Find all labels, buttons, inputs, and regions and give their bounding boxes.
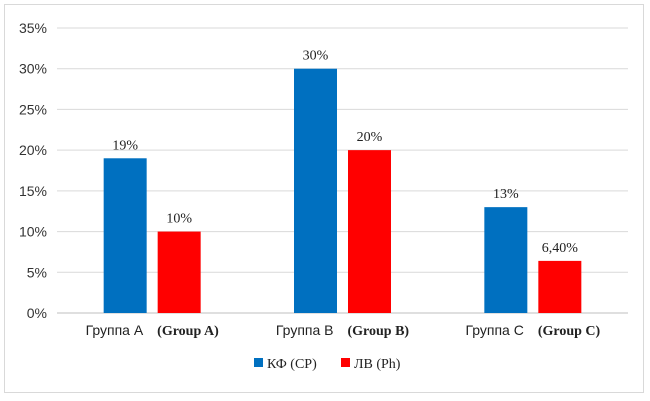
bar-cp bbox=[103, 158, 147, 313]
data-label: 19% bbox=[112, 138, 138, 153]
data-label: 13% bbox=[493, 187, 519, 202]
bar-ph bbox=[157, 231, 201, 313]
y-tick-label: 5% bbox=[27, 264, 47, 280]
category-label-en: (Group B) bbox=[348, 324, 410, 339]
x-category-label: Группа C (Group C) bbox=[465, 322, 600, 339]
category-label-ru: Группа A bbox=[86, 322, 144, 338]
bar-ph bbox=[538, 260, 582, 313]
category-label-en: (Group C) bbox=[538, 324, 601, 339]
bar-cp bbox=[484, 207, 528, 313]
legend-swatch bbox=[254, 358, 263, 367]
legend-label: КФ (CP) bbox=[267, 357, 317, 372]
legend-swatch bbox=[341, 358, 350, 367]
y-tick-label: 0% bbox=[27, 305, 47, 321]
data-label: 20% bbox=[357, 130, 383, 145]
y-tick-label: 10% bbox=[19, 224, 47, 240]
data-label: 6,40% bbox=[542, 241, 579, 256]
y-tick-label: 25% bbox=[19, 101, 47, 117]
category-label-ru: Группа C bbox=[465, 322, 523, 338]
category-label-en: (Group A) bbox=[157, 324, 219, 339]
y-tick-label: 15% bbox=[19, 183, 47, 199]
y-tick-label: 35% bbox=[19, 20, 47, 36]
x-category-label: Группа A (Group A) bbox=[86, 322, 220, 339]
legend-label: ЛВ (Ph) bbox=[354, 357, 401, 372]
y-tick-label: 20% bbox=[19, 142, 47, 158]
bar-ph bbox=[348, 150, 391, 313]
x-category-label: Группа B (Group B) bbox=[276, 322, 410, 339]
category-label-ru: Группа B bbox=[276, 322, 334, 338]
bar-cp bbox=[294, 68, 337, 313]
data-label: 10% bbox=[166, 212, 192, 227]
y-tick-label: 30% bbox=[19, 61, 47, 77]
data-label: 30% bbox=[303, 49, 329, 64]
